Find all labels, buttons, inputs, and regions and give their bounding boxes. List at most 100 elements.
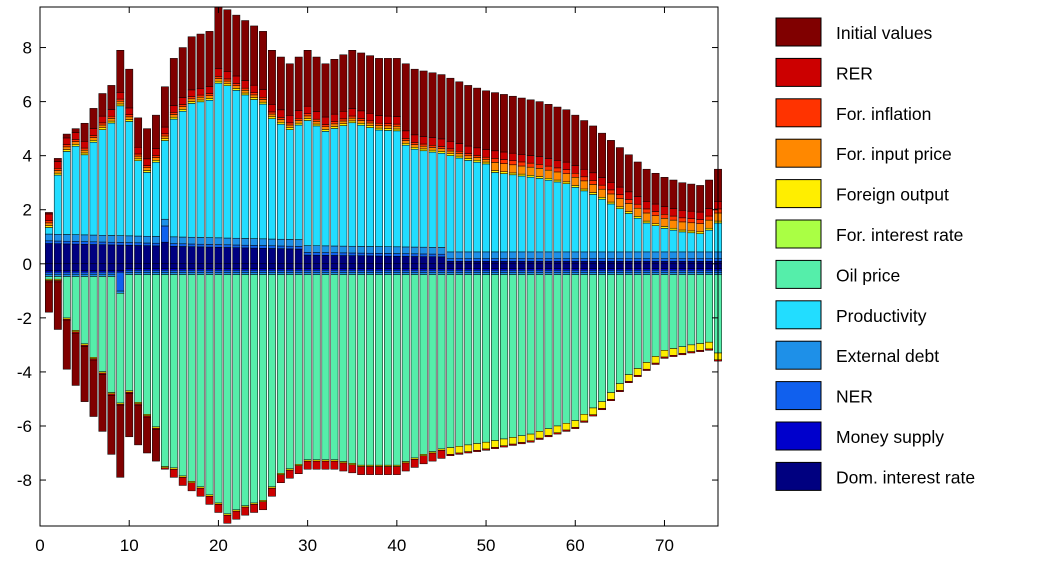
bar-segment bbox=[705, 227, 713, 231]
bar-segment bbox=[669, 179, 678, 209]
bar-segment bbox=[615, 274, 624, 384]
bar-segment bbox=[134, 245, 143, 265]
bar-stack bbox=[544, 104, 553, 438]
bar-segment bbox=[705, 263, 713, 269]
bar-segment bbox=[437, 146, 446, 149]
bar-segment bbox=[330, 128, 339, 247]
bar-segment bbox=[678, 263, 687, 269]
bar-segment bbox=[321, 131, 330, 247]
bar-segment bbox=[107, 122, 116, 236]
bar-segment bbox=[589, 180, 598, 185]
bar-segment bbox=[89, 128, 98, 136]
bar-segment bbox=[312, 270, 321, 273]
bar-segment bbox=[526, 274, 535, 435]
bar-segment bbox=[285, 263, 294, 269]
bar-segment bbox=[178, 97, 187, 105]
bar-segment bbox=[268, 272, 276, 275]
bar-segment bbox=[339, 120, 348, 124]
bar-segment bbox=[71, 132, 80, 140]
bar-segment bbox=[268, 113, 276, 118]
legend-item: For. interest rate bbox=[775, 219, 963, 249]
bar-segment bbox=[669, 215, 678, 221]
bar-segment bbox=[535, 156, 544, 165]
bar-segment bbox=[53, 263, 62, 271]
bar-segment bbox=[571, 172, 580, 178]
bar-segment bbox=[384, 246, 392, 254]
bar-segment bbox=[660, 356, 669, 359]
bar-segment bbox=[633, 196, 642, 205]
bar-segment bbox=[678, 270, 687, 273]
bar-segment bbox=[339, 125, 348, 247]
bar-segment bbox=[705, 258, 713, 262]
y-tick-label: 0 bbox=[23, 255, 32, 274]
bar-stack bbox=[107, 85, 116, 455]
bar-segment bbox=[62, 146, 71, 150]
bar-segment bbox=[169, 272, 178, 275]
legend-label: RER bbox=[836, 63, 873, 83]
bar-segment bbox=[535, 178, 544, 253]
bar-segment bbox=[160, 274, 169, 467]
bar-segment bbox=[526, 99, 535, 156]
y-tick-label: 2 bbox=[23, 201, 32, 220]
bar-segment bbox=[366, 255, 374, 265]
bar-segment bbox=[71, 141, 80, 145]
bar-segment bbox=[321, 245, 330, 253]
bar-segment bbox=[169, 114, 178, 118]
bar-segment bbox=[276, 119, 285, 123]
bar-stack bbox=[196, 33, 205, 497]
bar-segment bbox=[53, 240, 62, 244]
bar-segment bbox=[473, 258, 482, 262]
bar-segment bbox=[259, 99, 267, 103]
bar-segment bbox=[660, 228, 669, 253]
bar-segment bbox=[499, 251, 508, 259]
bar-segment bbox=[562, 423, 571, 431]
bar-segment bbox=[410, 459, 419, 468]
bar-segment bbox=[651, 356, 660, 364]
bar-segment bbox=[651, 270, 660, 273]
axes-group: -8 -6 -4 -2 0 2 4 6 8 0 10 20 30 40 50 60 70 bbox=[17, 6, 719, 555]
bar-segment bbox=[580, 420, 589, 423]
bar-segment bbox=[223, 85, 232, 239]
bar-segment bbox=[491, 92, 499, 152]
bar-stack bbox=[223, 9, 232, 524]
bar-segment bbox=[223, 514, 232, 524]
bar-segment bbox=[624, 251, 633, 259]
bar-segment bbox=[143, 167, 151, 171]
bar-segment bbox=[464, 158, 473, 161]
bar-segment bbox=[455, 272, 464, 275]
bar-segment bbox=[285, 115, 294, 124]
bar-segment bbox=[705, 261, 713, 265]
bar-segment bbox=[410, 274, 419, 459]
bar-segment bbox=[615, 186, 624, 195]
bar-segment bbox=[473, 272, 482, 275]
bar-segment bbox=[187, 270, 196, 273]
bar-segment bbox=[446, 258, 455, 262]
bar-segment bbox=[45, 276, 53, 280]
bar-segment bbox=[392, 123, 401, 127]
bar-segment bbox=[678, 346, 687, 354]
bar-segment bbox=[660, 270, 669, 273]
bar-segment bbox=[455, 153, 464, 157]
bar-segment bbox=[508, 152, 517, 162]
bar-segment bbox=[268, 238, 276, 247]
bar-segment bbox=[125, 114, 134, 118]
bar-segment bbox=[419, 272, 428, 275]
bar-segment bbox=[428, 253, 437, 257]
bar-segment bbox=[410, 246, 419, 255]
bar-segment bbox=[214, 504, 223, 513]
bar-segment bbox=[143, 416, 151, 454]
bar-segment bbox=[259, 101, 267, 105]
bar-segment bbox=[312, 254, 321, 265]
bar-segment bbox=[45, 212, 53, 215]
bar-segment bbox=[321, 270, 330, 273]
bar-segment bbox=[339, 111, 348, 120]
bar-segment bbox=[178, 246, 187, 265]
bar-segment bbox=[678, 210, 687, 219]
legend-label: Oil price bbox=[836, 265, 900, 285]
bar-segment bbox=[428, 149, 437, 153]
bar-segment bbox=[45, 233, 53, 242]
bar-segment bbox=[437, 74, 446, 140]
bar-segment bbox=[366, 263, 374, 269]
bar-segment bbox=[312, 272, 321, 275]
bar-segment bbox=[357, 118, 366, 121]
